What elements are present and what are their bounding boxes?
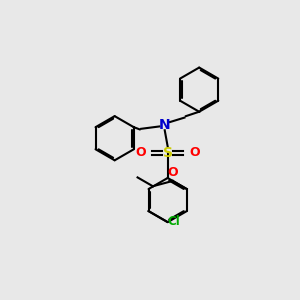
Text: N: N — [159, 118, 170, 132]
Text: Cl: Cl — [168, 215, 181, 228]
Text: S: S — [163, 146, 173, 160]
Text: O: O — [135, 146, 146, 159]
Text: O: O — [167, 167, 178, 179]
Text: O: O — [190, 146, 200, 159]
